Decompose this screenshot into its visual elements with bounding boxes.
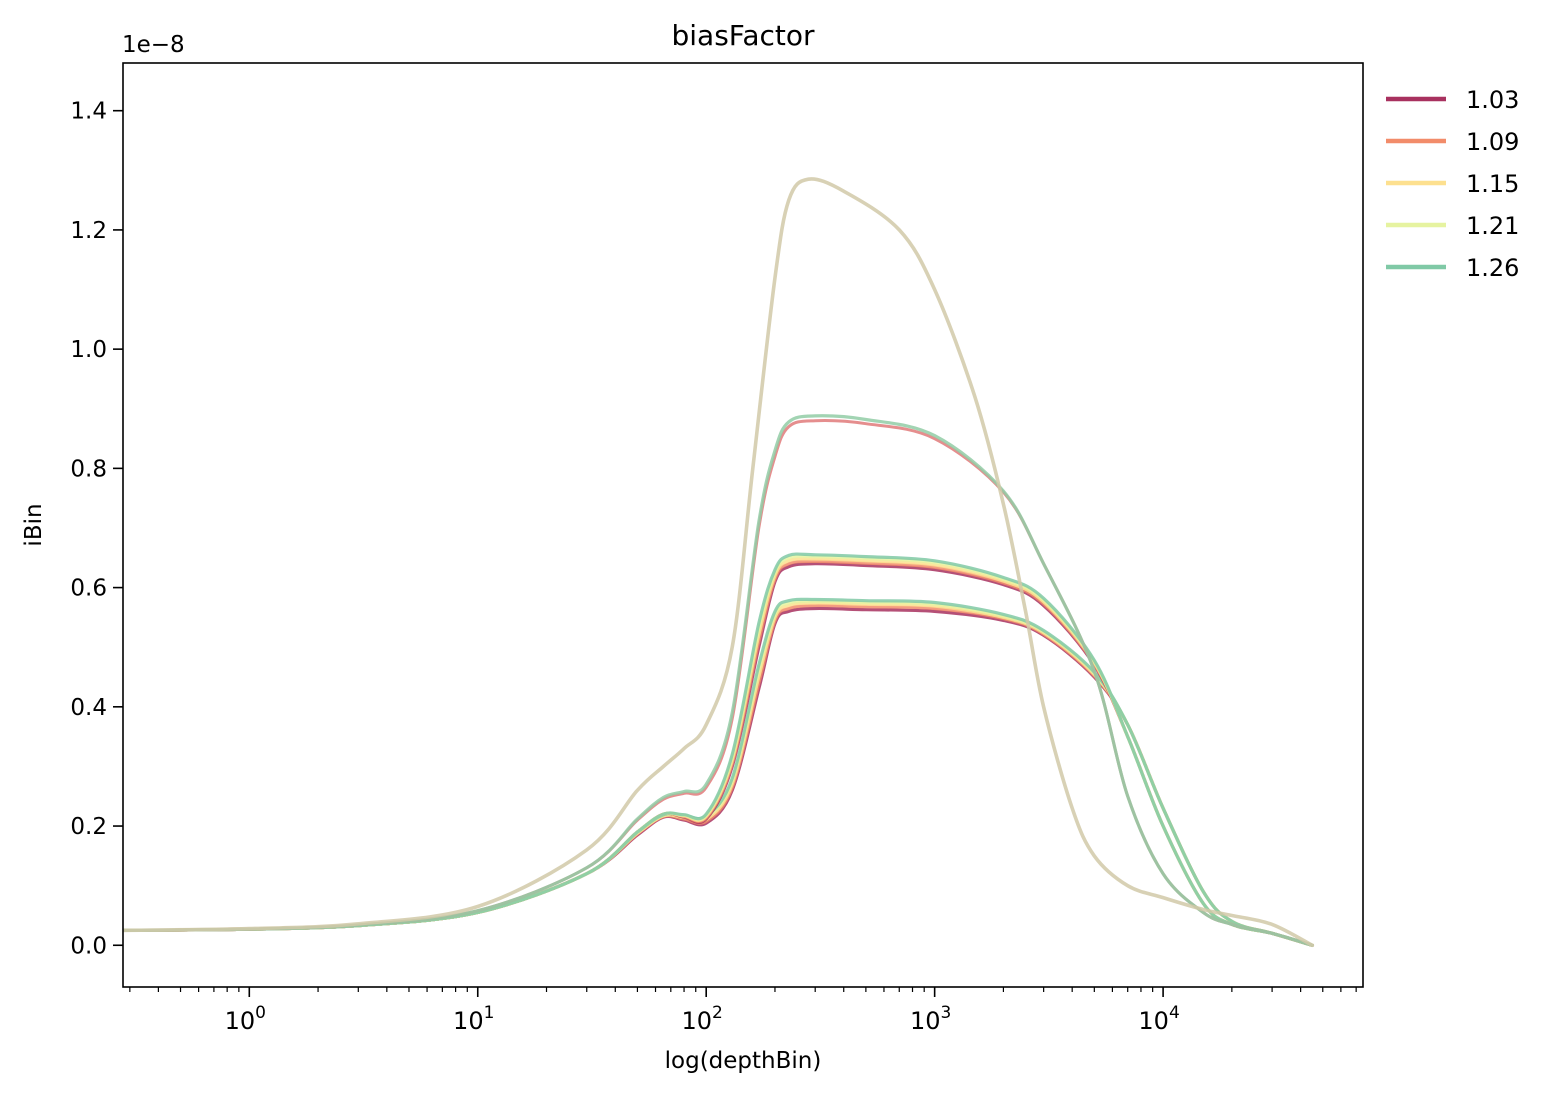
x-tick-label: 104 <box>1138 1003 1179 1035</box>
x-tick-label: 102 <box>682 1003 723 1035</box>
y-tick-label: 0.0 <box>70 933 107 959</box>
series-line-group4-13 <box>123 177 1315 948</box>
legend-label: 1.03 <box>1466 86 1519 114</box>
y-tick-label: 0.6 <box>70 576 107 602</box>
x-axis-label: log(depthBin) <box>665 1048 822 1074</box>
x-tick-label: 103 <box>910 1003 951 1035</box>
plot-frame <box>122 62 1364 988</box>
y-axis-label: iBin <box>21 503 47 546</box>
y-axis: 0.0 0.2 0.4 0.6 0.8 1.0 1.2 1.4 <box>70 99 123 959</box>
chart-title: biasFactor <box>671 19 814 52</box>
legend-label: 1.21 <box>1466 212 1519 240</box>
series-line-group3-12 <box>123 414 1314 947</box>
y-tick-label: 0.4 <box>70 695 107 721</box>
y-offset-label: 1e−8 <box>122 32 185 58</box>
y-tick-label: 1.0 <box>70 337 107 363</box>
legend-label: 1.09 <box>1466 128 1519 156</box>
legend: 1.03 1.09 1.15 1.21 1.26 <box>1386 86 1519 282</box>
x-tick-label: 100 <box>225 1003 266 1035</box>
series-layer <box>123 177 1315 948</box>
y-tick-label: 1.2 <box>70 218 107 244</box>
series-line-group2-10 <box>123 552 1314 947</box>
y-tick-label: 1.4 <box>70 99 107 125</box>
y-tick-label: 0.2 <box>70 814 107 840</box>
x-axis: 100 101 102 103 104 <box>129 987 1357 1035</box>
legend-label: 1.15 <box>1466 170 1519 198</box>
x-tick-label: 101 <box>453 1003 494 1035</box>
y-tick-label: 0.8 <box>70 456 107 482</box>
legend-label: 1.26 <box>1466 254 1519 282</box>
